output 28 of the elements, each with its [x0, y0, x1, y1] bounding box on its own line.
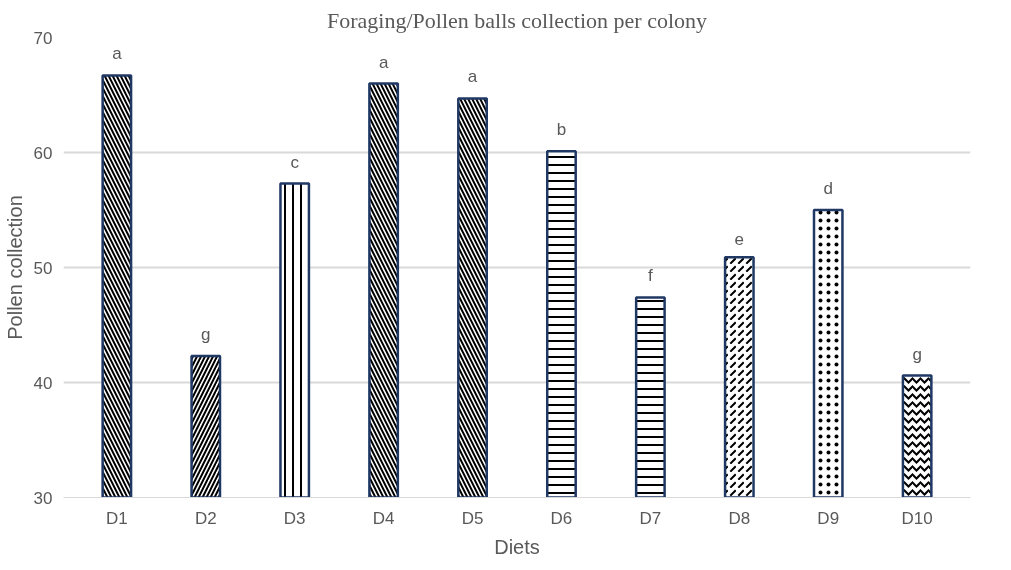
annotation: e: [734, 230, 745, 250]
annotation: c: [290, 152, 300, 172]
y-tick-label: 70: [33, 28, 53, 48]
annotation: a: [112, 44, 123, 64]
y-axis-title: Pollen collection: [3, 195, 26, 340]
y-tick-label: 50: [33, 258, 53, 278]
x-tick-label: D3: [283, 508, 306, 528]
y-tick-label: 40: [33, 373, 53, 393]
x-tick-label: D10: [901, 508, 933, 528]
x-tick-label: D2: [194, 508, 217, 528]
y-tick-label: 60: [33, 143, 53, 163]
x-tick-label: D9: [817, 508, 840, 528]
annotation: g: [912, 344, 922, 364]
x-tick-label: D1: [105, 508, 128, 528]
x-tick-label: D8: [728, 508, 751, 528]
x-tick-label: D4: [372, 508, 395, 528]
annotation: d: [823, 179, 833, 198]
annotation: b: [556, 120, 567, 140]
x-tick-label: D6: [550, 508, 573, 528]
x-axis-title: Diets: [494, 535, 540, 558]
chart-title: Foraging/Pollen balls collection per colony: [326, 7, 708, 33]
y-tick-label: 30: [33, 488, 53, 508]
annotation: a: [378, 52, 389, 72]
x-tick-label: D7: [639, 508, 662, 528]
annotation: a: [467, 67, 478, 87]
annotation: f: [648, 266, 654, 286]
x-tick-label: D5: [461, 508, 484, 528]
annotation: g: [201, 325, 211, 345]
